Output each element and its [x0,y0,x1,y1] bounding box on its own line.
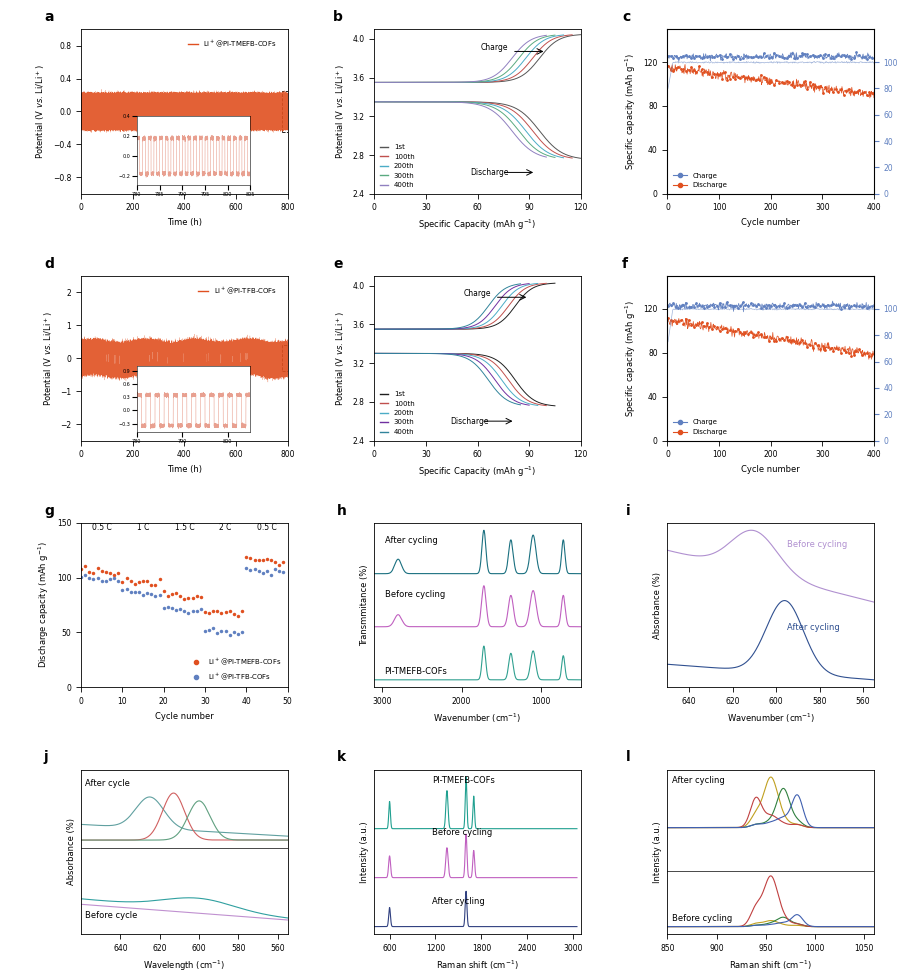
Y-axis label: Transmmitance (%): Transmmitance (%) [359,564,369,646]
Text: Before cycling: Before cycling [385,590,445,598]
Y-axis label: Absorbance (%): Absorbance (%) [653,571,662,638]
Y-axis label: Specific capacity (mAh g$^{-1}$): Specific capacity (mAh g$^{-1}$) [623,300,638,416]
X-axis label: Specific Capacity (mAh g$^{-1}$): Specific Capacity (mAh g$^{-1}$) [418,465,537,479]
X-axis label: Cycle number: Cycle number [742,465,800,474]
Text: Before cycling: Before cycling [787,540,848,550]
Bar [282,345,289,372]
Text: 0.5 C: 0.5 C [257,523,277,532]
Text: a: a [44,10,53,24]
Text: i: i [626,504,631,518]
Text: b: b [333,10,343,24]
X-axis label: Time (h): Time (h) [167,218,202,227]
Legend: 1st, 100th, 200th, 300th, 400th: 1st, 100th, 200th, 300th, 400th [378,389,416,437]
Y-axis label: Potential (V $vs$. Li/Li$^+$): Potential (V $vs$. Li/Li$^+$) [34,64,48,159]
Y-axis label: Intensity (a.u.): Intensity (a.u.) [653,821,662,883]
X-axis label: Raman shift (cm$^{-1}$): Raman shift (cm$^{-1}$) [436,958,519,972]
Legend: Charge, Discharge: Charge, Discharge [671,170,730,191]
Y-axis label: Potential (V $vs$. Li/Li$^+$): Potential (V $vs$. Li/Li$^+$) [334,64,347,159]
X-axis label: Wavelength (cm$^{-1}$): Wavelength (cm$^{-1}$) [143,958,225,973]
Text: Before cycling: Before cycling [432,828,492,838]
Text: PI-TMEFB-COFs: PI-TMEFB-COFs [385,667,448,676]
Text: Before cycling: Before cycling [671,914,732,923]
Text: g: g [44,504,54,518]
Text: After cycling: After cycling [671,775,724,784]
Text: PI-TMEFB-COFs: PI-TMEFB-COFs [432,775,495,784]
X-axis label: Specific Capacity (mAh g$^{-1}$): Specific Capacity (mAh g$^{-1}$) [418,218,537,233]
Text: h: h [337,504,347,518]
Text: After cycling: After cycling [385,535,437,545]
Text: Discharge: Discharge [470,168,509,177]
Text: c: c [622,10,631,24]
Text: f: f [622,257,628,270]
X-axis label: Cycle number: Cycle number [155,711,214,721]
Text: l: l [626,750,631,765]
X-axis label: Cycle number: Cycle number [742,218,800,227]
Text: Before cycle: Before cycle [86,911,138,919]
Text: 0.5 C: 0.5 C [92,523,112,532]
Legend: Li$^+$@PI-TMEFB-COFs: Li$^+$@PI-TMEFB-COFs [185,36,280,53]
Text: 2 C: 2 C [220,523,232,532]
Y-axis label: Absorbance (%): Absorbance (%) [67,818,76,885]
Text: Charge: Charge [481,44,508,53]
Text: After cycling: After cycling [432,897,485,907]
Text: After cycling: After cycling [787,623,840,631]
Y-axis label: Specific capacity (mAh g$^{-1}$): Specific capacity (mAh g$^{-1}$) [623,53,638,170]
Text: 1 C: 1 C [137,523,150,532]
X-axis label: Wavenumber (cm$^{-1}$): Wavenumber (cm$^{-1}$) [726,711,815,725]
Y-axis label: Potential (V $vs$. Li/Li$^+$): Potential (V $vs$. Li/Li$^+$) [42,310,55,406]
X-axis label: Wavenumber (cm$^{-1}$): Wavenumber (cm$^{-1}$) [433,711,522,725]
Text: After cycle: After cycle [86,779,130,788]
Bar [282,90,289,132]
Text: d: d [44,257,54,270]
Y-axis label: Potential (V $vs$. Li/Li$^+$): Potential (V $vs$. Li/Li$^+$) [334,310,347,406]
X-axis label: Time (h): Time (h) [167,465,202,474]
Text: Charge: Charge [464,289,491,299]
Text: k: k [337,750,346,765]
Legend: Li$^+$@PI-TFB-COFs: Li$^+$@PI-TFB-COFs [196,283,280,299]
Text: e: e [333,257,342,270]
Legend: Charge, Discharge: Charge, Discharge [671,417,730,437]
Text: Discharge: Discharge [450,417,488,426]
Legend: Li$^+$@PI-TMEFB-COFs, Li$^+$@PI-TFB-COFs: Li$^+$@PI-TMEFB-COFs, Li$^+$@PI-TFB-COFs [187,655,284,684]
Legend: 1st, 100th, 200th, 300th, 400th: 1st, 100th, 200th, 300th, 400th [378,142,416,191]
Text: j: j [44,750,49,765]
Text: 1.5 C: 1.5 C [175,523,194,532]
Y-axis label: Intensity (a.u.): Intensity (a.u.) [359,821,369,883]
Y-axis label: Discharge capacity (mAh g$^{-1}$): Discharge capacity (mAh g$^{-1}$) [37,542,51,668]
X-axis label: Raman shift (cm$^{-1}$): Raman shift (cm$^{-1}$) [730,958,812,972]
